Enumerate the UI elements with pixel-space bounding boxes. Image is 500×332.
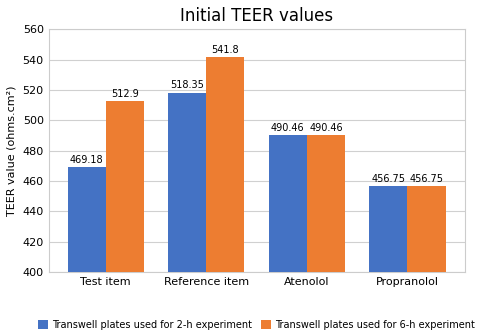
Title: Initial TEER values: Initial TEER values xyxy=(180,7,333,25)
Bar xyxy=(369,186,408,332)
Text: 512.9: 512.9 xyxy=(111,89,138,99)
Text: 541.8: 541.8 xyxy=(212,44,239,55)
Bar xyxy=(68,167,106,332)
Y-axis label: TEER value (ohms.cm²): TEER value (ohms.cm²) xyxy=(7,86,17,216)
Text: 469.18: 469.18 xyxy=(70,155,103,165)
Text: 456.75: 456.75 xyxy=(410,174,444,184)
Bar xyxy=(168,93,206,332)
Legend: Transwell plates used for 2-h experiment, Transwell plates used for 6-h experime: Transwell plates used for 2-h experiment… xyxy=(34,316,479,332)
Bar xyxy=(408,186,446,332)
Bar xyxy=(307,135,345,332)
Text: 456.75: 456.75 xyxy=(372,174,406,184)
Bar xyxy=(268,135,307,332)
Text: 490.46: 490.46 xyxy=(309,123,343,132)
Text: 518.35: 518.35 xyxy=(170,80,204,90)
Bar xyxy=(106,101,144,332)
Bar xyxy=(206,57,244,332)
Text: 490.46: 490.46 xyxy=(271,123,304,132)
